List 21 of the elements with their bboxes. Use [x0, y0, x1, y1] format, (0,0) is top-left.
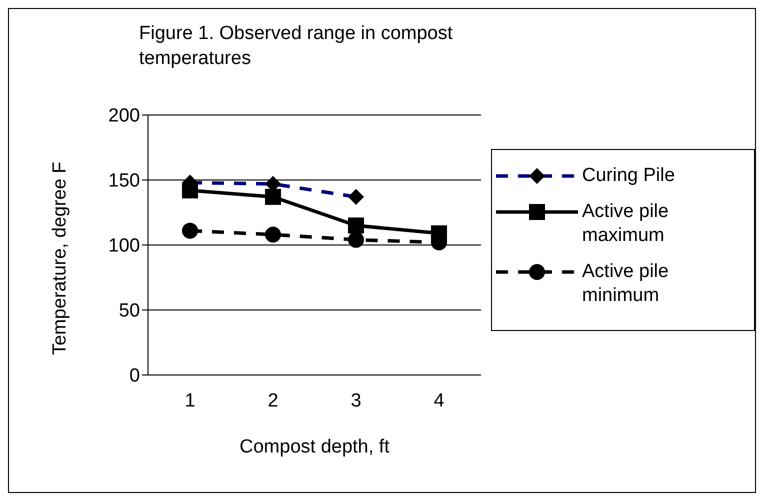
- x-tick-label: 1: [184, 390, 196, 412]
- legend-label: Active pile minimum: [582, 260, 670, 308]
- y-tick-label: 100: [108, 236, 140, 257]
- x-tick-label: 4: [434, 390, 445, 412]
- point: [348, 232, 364, 248]
- point: [348, 218, 364, 234]
- x-tick-label: 2: [268, 390, 278, 412]
- y-tick-label: 0: [129, 366, 140, 387]
- point: [431, 225, 447, 242]
- legend-label: Curing Pile: [582, 164, 676, 188]
- y-tick-label: 50: [118, 300, 140, 322]
- y-tick-label: 200: [108, 106, 140, 127]
- point: [265, 188, 281, 205]
- legend-label: Active pile maximum: [582, 200, 670, 248]
- y-axis-title: Temperature, degree F: [50, 162, 71, 355]
- y-tick-label: 150: [108, 170, 140, 192]
- point: [265, 226, 281, 243]
- x-tick-label: 3: [350, 390, 362, 412]
- chart-title: Figure 1. Observed range in compost temperatures: [139, 22, 454, 71]
- x-axis-title: Compost depth, ft: [240, 436, 390, 458]
- point: [182, 222, 198, 239]
